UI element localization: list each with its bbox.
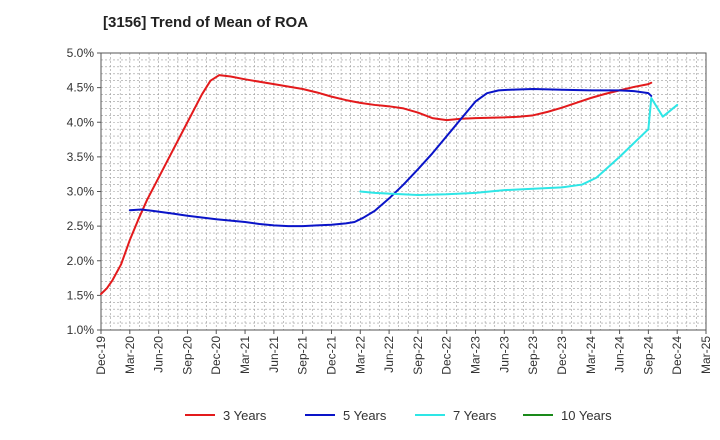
x-tick-label: Sep-21 xyxy=(296,336,310,375)
x-tick-label: Jun-20 xyxy=(152,336,166,373)
y-tick-label: 3.0% xyxy=(67,185,95,199)
x-tick-label: Mar-22 xyxy=(353,336,367,374)
y-tick-label: 2.5% xyxy=(67,219,95,233)
x-tick-label: Jun-24 xyxy=(613,336,627,373)
y-tick-label: 4.0% xyxy=(67,115,95,129)
legend-label: 10 Years xyxy=(561,408,612,423)
y-tick-label: 3.5% xyxy=(67,150,95,164)
x-tick-label: Dec-22 xyxy=(440,336,454,375)
x-tick-label: Dec-24 xyxy=(670,336,684,375)
x-tick-label: Jun-21 xyxy=(267,336,281,373)
x-tick-label: Dec-23 xyxy=(555,336,569,375)
x-tick-label: Sep-24 xyxy=(641,336,655,375)
legend-label: 3 Years xyxy=(223,408,267,423)
y-tick-label: 1.5% xyxy=(67,288,95,302)
x-tick-label: Jun-22 xyxy=(382,336,396,373)
x-tick-label: Mar-24 xyxy=(584,336,598,374)
y-tick-label: 4.5% xyxy=(67,81,95,95)
x-tick-label: Mar-21 xyxy=(238,336,252,374)
x-tick-label: Mar-25 xyxy=(699,336,713,374)
x-tick-label: Jun-23 xyxy=(497,336,511,373)
y-tick-label: 5.0% xyxy=(67,46,95,60)
x-tick-label: Sep-22 xyxy=(411,336,425,375)
y-tick-label: 2.0% xyxy=(67,254,95,268)
y-tick-label: 1.0% xyxy=(67,323,95,337)
x-tick-label: Dec-21 xyxy=(324,336,338,375)
x-tick-label: Mar-20 xyxy=(123,336,137,374)
series-line-5-years xyxy=(128,88,653,228)
x-tick-label: Sep-20 xyxy=(180,336,194,375)
x-tick-label: Dec-20 xyxy=(209,336,223,375)
x-tick-label: Sep-23 xyxy=(526,336,540,375)
series-line-3-years xyxy=(100,74,653,295)
series-line-7-years xyxy=(359,97,679,196)
legend-label: 7 Years xyxy=(453,408,497,423)
plot-area xyxy=(101,53,706,330)
x-tick-label: Dec-19 xyxy=(94,336,108,375)
x-tick-label: Mar-23 xyxy=(469,336,483,374)
legend-label: 5 Years xyxy=(343,408,387,423)
chart-title: [3156] Trend of Mean of ROA xyxy=(103,14,309,31)
